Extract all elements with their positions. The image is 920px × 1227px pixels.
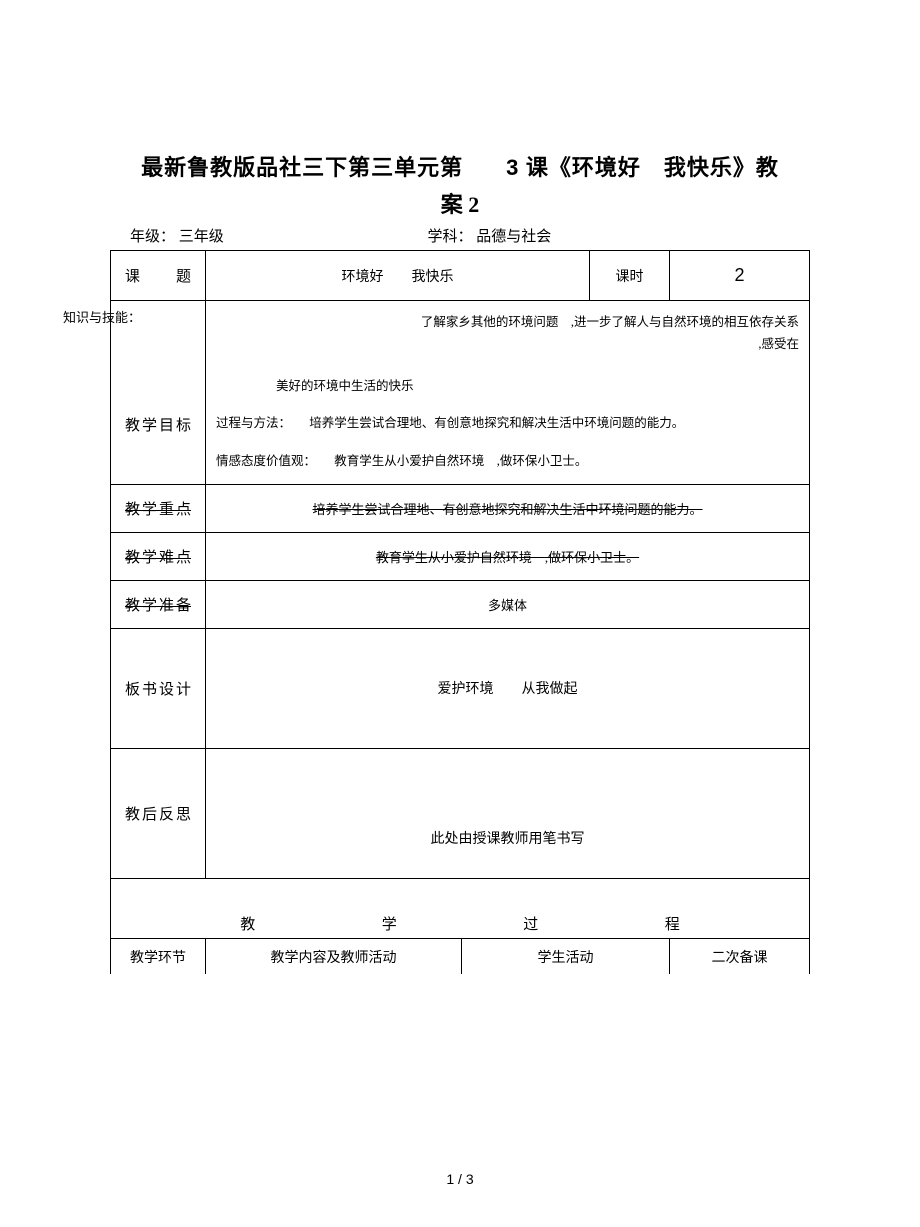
knowledge-skill-label: 知识与技能： — [63, 307, 141, 326]
reflection-text: 此处由授课教师用笔书写 — [206, 748, 810, 878]
grade-value: 三年级 — [179, 229, 224, 245]
preparation-label: 教学准备 — [111, 580, 206, 628]
keshi-label: 课时 — [590, 251, 670, 301]
page-container: 最新鲁教版品社三下第三单元第 3 课《环境好 我快乐》教 案 2 年级： 三年级… — [0, 0, 920, 974]
goals-label: 教学目标 — [125, 414, 191, 435]
process-header-c1: 教 — [240, 913, 255, 934]
process-header-c4: 程 — [665, 913, 680, 934]
topic-label: 课 题 — [111, 251, 206, 301]
title-lesson-number: 3 — [506, 155, 519, 180]
row-preparation: 教学准备 多媒体 — [111, 580, 810, 628]
row-difficulty: 教学难点 教育学生从小爱护自然环境 ,做环保小卫士。 — [111, 532, 810, 580]
process-header-cell: 教 学 过 程 — [111, 908, 810, 938]
row-topic: 课 题 环境好 我快乐 课时 2 — [111, 251, 810, 301]
row-reflection: 教后反思 此处由授课教师用笔书写 — [111, 748, 810, 878]
proc-col-3: 学生活动 — [462, 938, 670, 974]
row-goals: 知识与技能： 教学目标 了解家乡其他的环境问题 ,进一步了解人与自然环境的相互依… — [111, 301, 810, 485]
row-process-header: 教 学 过 程 — [111, 908, 810, 938]
difficulty-label: 教学难点 — [111, 532, 206, 580]
goals-line4-text: 培养学生尝试合理地、有创意地探究和解决生活中环境问题的能力。 — [309, 416, 684, 430]
goals-content: 了解家乡其他的环境问题 ,进一步了解人与自然环境的相互依存关系 ,感受在 美好的… — [206, 301, 810, 485]
proc-col-2: 教学内容及教师活动 — [206, 938, 462, 974]
title-right: 课《环境好 我快乐》教 — [526, 155, 779, 180]
reflection-label: 教后反思 — [111, 748, 206, 878]
page-footer: 1 / 3 — [0, 1171, 920, 1187]
goals-line4-label: 过程与方法： — [216, 412, 291, 436]
process-header-c3: 过 — [523, 913, 538, 934]
difficulty-text: 教育学生从小爱护自然环境 ,做环保小卫士。 — [206, 532, 810, 580]
subject-label: 学科： — [428, 229, 473, 245]
board-design-text: 爱护环境 从我做起 — [206, 628, 810, 748]
goals-line5-text: 教育学生从小爱护自然环境 ,做环保小卫士。 — [334, 454, 587, 468]
subject-value: 品德与社会 — [476, 229, 551, 245]
topic-value: 环境好 我快乐 — [206, 251, 590, 301]
keshi-value: 2 — [670, 251, 810, 301]
row-spacer — [111, 878, 810, 908]
row-board-design: 板书设计 爱护环境 从我做起 — [111, 628, 810, 748]
board-design-label: 板书设计 — [111, 628, 206, 748]
goals-line1: 了解家乡其他的环境问题 ,进一步了解人与自然环境的相互依存关系 — [216, 311, 799, 335]
key-point-label: 教学重点 — [111, 484, 206, 532]
proc-col-1: 教学环节 — [111, 938, 206, 974]
goals-line5-label: 情感态度价值观： — [216, 450, 316, 474]
proc-col-4: 二次备课 — [670, 938, 810, 974]
document-subtitle: 案 2 — [110, 187, 810, 219]
goals-line3: 美好的环境中生活的快乐 — [216, 375, 799, 399]
title-left: 最新鲁教版品社三下第三单元第 — [141, 155, 463, 180]
grade-label: 年级： — [130, 229, 175, 245]
row-process-columns: 教学环节 教学内容及教师活动 学生活动 二次备课 — [111, 938, 810, 974]
lesson-plan-table: 课 题 环境好 我快乐 课时 2 知识与技能： 教学目标 了解家乡其他的环境问题… — [110, 250, 810, 974]
meta-row: 年级： 三年级 学科： 品德与社会 — [110, 225, 810, 246]
goals-line2: ,感受在 — [216, 333, 799, 357]
row-key-point: 教学重点 培养学生尝试合理地、有创意地探究和解决生活中环境问题的能力。 — [111, 484, 810, 532]
document-title: 最新鲁教版品社三下第三单元第 3 课《环境好 我快乐》教 — [110, 150, 810, 185]
preparation-text: 多媒体 — [206, 580, 810, 628]
key-point-text: 培养学生尝试合理地、有创意地探究和解决生活中环境问题的能力。 — [206, 484, 810, 532]
process-header-c2: 学 — [382, 913, 397, 934]
